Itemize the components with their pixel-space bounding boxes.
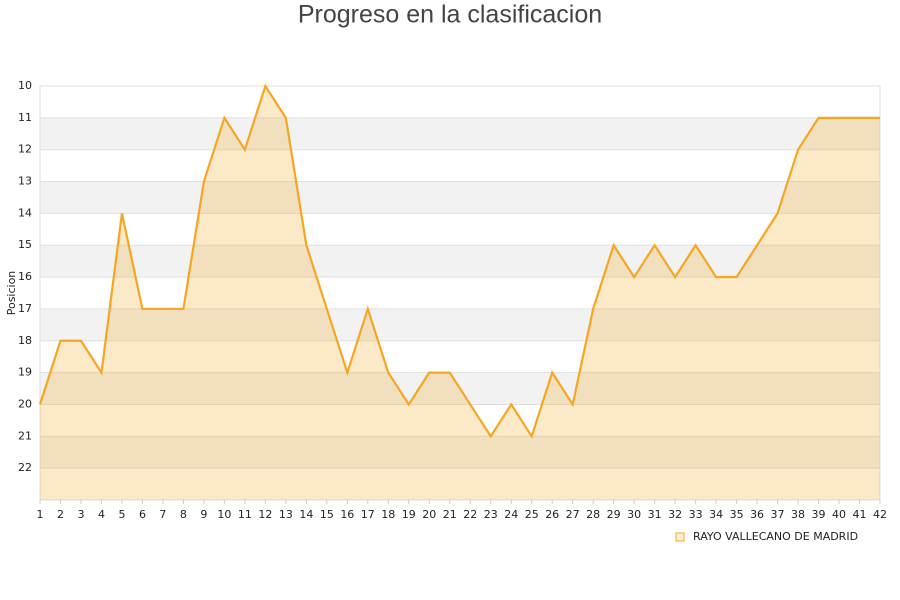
x-tick-label: 7 (159, 508, 166, 521)
y-tick-label: 13 (18, 175, 32, 188)
y-tick-label: 10 (18, 79, 32, 92)
y-tick-label: 20 (18, 397, 32, 410)
grid-band (40, 308, 880, 341)
y-axis-label: Posicion (5, 271, 18, 316)
y-tick-label: 19 (18, 366, 32, 379)
x-tick-label: 28 (586, 508, 600, 521)
x-tick-label: 37 (771, 508, 785, 521)
y-tick-label: 15 (18, 238, 32, 251)
line (38, 83, 880, 439)
y-tick-label: 17 (18, 302, 32, 315)
x-tick-label: 26 (545, 508, 559, 521)
x-tick-label: 25 (525, 508, 539, 521)
grid-band (40, 149, 880, 182)
x-tick-label: 5 (118, 508, 125, 521)
x-tick-label: 31 (648, 508, 662, 521)
x-tick-label: 36 (750, 508, 764, 521)
y-tick-label: 11 (18, 111, 32, 124)
x-tick-label: 12 (258, 508, 272, 521)
x-tick-label: 20 (422, 508, 436, 521)
grid-band (40, 404, 880, 437)
x-tick-label: 30 (627, 508, 641, 521)
x-tick-label: 13 (279, 508, 293, 521)
grid-band (40, 117, 880, 150)
x-tick-label: 27 (566, 508, 580, 521)
x-tick-label: 18 (381, 508, 395, 521)
x-tick-label: 35 (730, 508, 744, 521)
x-tick-label: 9 (200, 508, 207, 521)
x-tick-label: 11 (238, 508, 252, 521)
x-tick-label: 2 (57, 508, 64, 521)
x-tick-label: 4 (98, 508, 105, 521)
x-tick-label: 41 (853, 508, 867, 521)
grid-band (40, 468, 880, 500)
x-tick-label: 24 (504, 508, 518, 521)
x-tick-label: 10 (217, 508, 231, 521)
x-tick-label: 8 (180, 508, 187, 521)
area-fill (40, 86, 880, 500)
x-tick-label: 19 (402, 508, 416, 521)
x-tick-label: 17 (361, 508, 375, 521)
x-tick-label: 15 (320, 508, 334, 521)
x-tick-label: 40 (832, 508, 846, 521)
x-tick-label: 38 (791, 508, 805, 521)
x-tick-label: 39 (812, 508, 826, 521)
x-tick-label: 29 (607, 508, 621, 521)
x-tick-label: 22 (463, 508, 477, 521)
y-tick-label: 21 (18, 429, 32, 442)
legend-label: RAYO VALLECANO DE MADRID (693, 530, 858, 543)
x-tick-label: 32 (668, 508, 682, 521)
x-tick-label: 3 (77, 508, 84, 521)
x-tick-label: 6 (139, 508, 146, 521)
grid-band (40, 436, 880, 469)
y-tick-label: 12 (18, 143, 32, 156)
legend-swatch (675, 532, 685, 542)
y-tick-label: 18 (18, 334, 32, 347)
x-tick-label: 16 (340, 508, 354, 521)
grid-band (40, 213, 880, 246)
x-tick-label: 1 (37, 508, 44, 521)
x-tick-label: 34 (709, 508, 723, 521)
x-tick-label: 21 (443, 508, 457, 521)
x-tick-label: 23 (484, 508, 498, 521)
x-tick-label: 42 (873, 508, 887, 521)
chart-title: Progreso en la clasificacion (298, 1, 602, 29)
y-tick-label: 16 (18, 270, 32, 283)
x-tick-label: 14 (299, 508, 313, 521)
y-tick-label: 14 (18, 206, 32, 219)
x-tick-label: 33 (689, 508, 703, 521)
grid-band (40, 277, 880, 309)
grid-band (40, 340, 880, 373)
grid-band (40, 181, 880, 214)
y-tick-label: 22 (18, 461, 32, 474)
grid-band (40, 86, 880, 118)
